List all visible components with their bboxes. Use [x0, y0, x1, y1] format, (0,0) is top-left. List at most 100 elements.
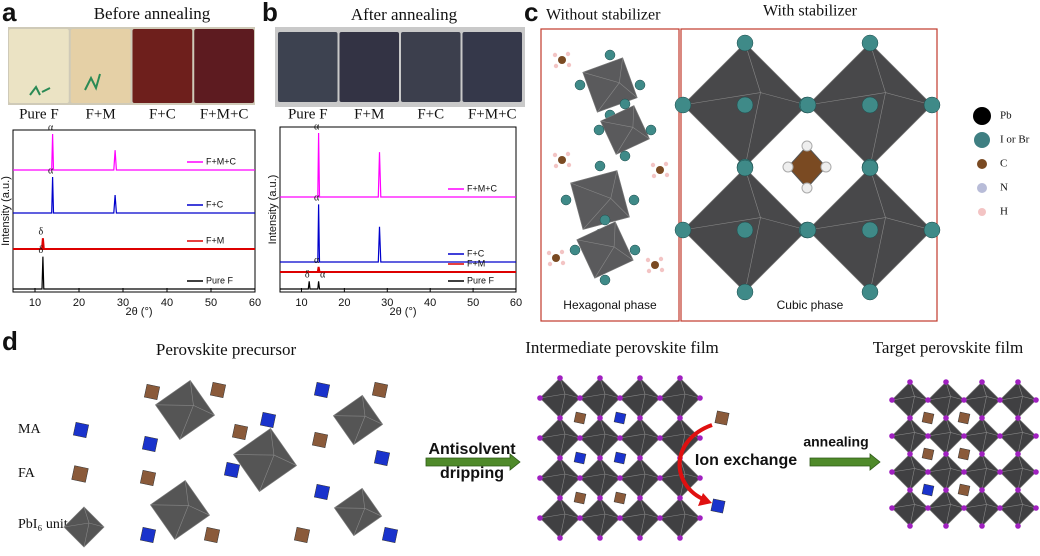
molecule: [209, 381, 227, 399]
octahedron-edge: [539, 377, 581, 419]
octahedron-face: [539, 497, 581, 539]
octahedron-face: [154, 379, 216, 441]
octahedron-edge: [999, 489, 1037, 527]
legend-label: Pure F: [206, 275, 234, 285]
atom: [736, 283, 754, 301]
peak-label: δ: [39, 226, 44, 237]
peak-label: α: [320, 270, 326, 281]
octahedron-face: [149, 479, 211, 541]
peak-label: α: [314, 255, 320, 266]
iodide: [1033, 469, 1039, 475]
caption: Cubic phase: [777, 298, 844, 312]
iodide: [657, 395, 663, 401]
sample-label: F+M: [354, 106, 384, 122]
hydrogen: [559, 249, 565, 255]
octahedron-edge: [576, 221, 634, 279]
legend-marker: [974, 132, 990, 148]
molecule: [139, 526, 157, 544]
octahedron-face: [999, 489, 1037, 527]
octahedron-edge: [807, 42, 933, 168]
octahedron: [576, 221, 634, 279]
iodide: [925, 397, 931, 403]
atom: [569, 244, 581, 256]
iodide: [979, 523, 985, 529]
legend-label: N: [1000, 182, 1008, 194]
octahedron-face: [927, 489, 965, 527]
legend-label: F+M+C: [206, 156, 237, 166]
exchange-label: Ion exchange: [695, 452, 797, 469]
octahedron: [619, 417, 661, 459]
molecule: [203, 526, 221, 544]
octahedron-face: [619, 497, 661, 539]
hydrogen: [553, 63, 559, 69]
legend-label: H: [1000, 206, 1008, 218]
octahedron: [927, 417, 965, 455]
hydrogen: [782, 161, 794, 173]
x-tick-label: 10: [29, 297, 41, 309]
species-label: MA: [18, 422, 41, 437]
iodide: [1015, 451, 1021, 457]
iodide: [907, 487, 913, 493]
film-photo: [70, 29, 131, 103]
section-title: Perovskite precursor: [156, 340, 297, 359]
peak-label: α: [314, 121, 320, 132]
molecule: [957, 483, 971, 497]
octahedron: [333, 487, 383, 537]
section-title: Target perovskite film: [873, 338, 1024, 357]
octahedron-face: [333, 487, 383, 537]
iodide: [925, 469, 931, 475]
legend-marker: [977, 159, 987, 169]
panel-label: d: [2, 326, 18, 356]
octahedron-edge: [619, 377, 661, 419]
octahedron-face: [891, 417, 929, 455]
octahedron: [619, 497, 661, 539]
molecule: [139, 469, 157, 487]
iodide: [961, 397, 967, 403]
octahedron-edge: [891, 453, 929, 491]
iodide: [677, 535, 683, 541]
octahedron-face: [891, 381, 929, 419]
octahedron-edge: [891, 417, 929, 455]
iodide: [617, 475, 623, 481]
octahedron-face: [999, 381, 1037, 419]
film-photo: [278, 32, 338, 102]
molecule: [223, 461, 241, 479]
octahedron-edge: [659, 497, 701, 539]
iodide: [617, 515, 623, 521]
legend-marker: [973, 107, 991, 125]
film-photo: [132, 29, 193, 103]
atom: [799, 221, 817, 239]
molecule: [231, 423, 249, 441]
molecule: [613, 451, 627, 465]
octahedron-face: [579, 497, 621, 539]
octahedron-edge: [963, 417, 1001, 455]
octahedron-face: [963, 381, 1001, 419]
peak-label: α: [314, 193, 320, 204]
film-photo: [194, 29, 254, 103]
octahedron-edge: [582, 57, 638, 113]
octahedron-face: [579, 417, 621, 459]
atom: [861, 221, 879, 239]
iodide: [637, 535, 643, 541]
octahedron: [619, 457, 661, 499]
iodide: [577, 475, 583, 481]
xrd-trace: [13, 256, 255, 290]
legend-label: Pure F: [467, 275, 495, 285]
hydrogen: [801, 140, 813, 152]
octahedron: [999, 489, 1037, 527]
molecule: [381, 526, 399, 544]
iodide: [961, 505, 967, 511]
legend-marker: [978, 208, 986, 216]
hydrogen: [820, 161, 832, 173]
octahedron-edge: [579, 457, 621, 499]
xrd-trace: [13, 238, 255, 250]
octahedron-edge: [927, 453, 965, 491]
molecule: [72, 421, 90, 439]
y-axis-label: Intensity (a.u.): [267, 175, 279, 245]
atom: [619, 150, 631, 162]
molecule: [141, 435, 159, 453]
octahedron-edge: [927, 489, 965, 527]
sample-label: F+C: [417, 106, 444, 122]
hydrogen: [565, 51, 571, 57]
